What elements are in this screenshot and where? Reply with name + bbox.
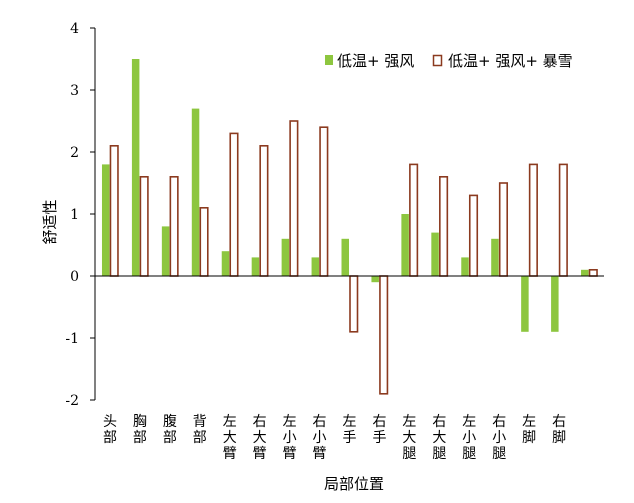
bar-series-1 <box>101 164 110 276</box>
y-tick-label: 2 <box>70 145 79 161</box>
y-tick-label: -1 <box>65 331 79 347</box>
bar-series-1 <box>371 276 379 283</box>
y-tick-labels: -2 -1 0 1 2 3 4 <box>65 21 79 409</box>
y-tick-label: 0 <box>70 269 79 285</box>
bar-series-2 <box>139 176 149 277</box>
bar-series-2 <box>439 176 449 277</box>
bar-series-2 <box>229 132 239 277</box>
y-tick-label: -2 <box>65 393 79 409</box>
bar-series-2 <box>379 275 389 395</box>
y-axis <box>90 27 96 401</box>
bar-series-2 <box>409 163 419 277</box>
bar-series-1 <box>401 214 409 276</box>
bar-series-1 <box>341 238 349 276</box>
bar-series-1 <box>521 276 529 332</box>
bar-series-1 <box>551 276 559 332</box>
bar-series-2 <box>289 120 299 277</box>
y-axis-title: 舒适性 <box>41 199 59 244</box>
x-tick-label: 右手 <box>372 414 386 446</box>
bars <box>101 59 598 395</box>
legend-swatch-series-2 <box>432 54 443 67</box>
y-tick-label: 3 <box>70 83 79 99</box>
legend-label-series-1: 低温+ 强风 <box>337 52 414 70</box>
x-tick-label: 胸部 <box>133 414 147 446</box>
bar-series-1 <box>191 108 200 276</box>
bar-series-1 <box>491 238 499 276</box>
x-tick-label: 头部 <box>103 414 117 446</box>
y-tick-label: 4 <box>70 21 79 37</box>
bar-series-2 <box>199 207 209 277</box>
bar-series-2 <box>259 145 269 277</box>
bar-series-1 <box>221 251 230 276</box>
x-tick-label: 左小臂 <box>283 414 297 462</box>
x-tick-label: 右小臂 <box>313 414 327 462</box>
x-tick-label: 左大腿 <box>402 414 416 462</box>
legend: 低温+ 强风 低温+ 强风+ 暴雪 <box>325 52 573 70</box>
bar-series-2 <box>468 194 479 277</box>
bar-series-2 <box>349 275 359 333</box>
bar-series-2 <box>498 182 509 277</box>
bar-series-1 <box>581 269 589 276</box>
bar-series-2 <box>169 176 179 277</box>
x-tick-label: 左小腿 <box>462 414 476 462</box>
legend-label-series-2: 低温+ 强风+ 暴雪 <box>448 52 573 70</box>
y-tick-label: 1 <box>70 207 79 223</box>
bar-series-1 <box>161 226 170 276</box>
bar-series-2 <box>558 163 568 277</box>
x-tick-label: 左手 <box>343 414 357 446</box>
bar-series-1 <box>461 257 469 276</box>
x-tick-label: 右小腿 <box>492 414 506 462</box>
bar-series-2 <box>109 145 119 277</box>
bar-series-1 <box>131 59 140 276</box>
bar-series-1 <box>251 257 260 276</box>
bar-series-2 <box>528 163 538 277</box>
x-tick-label: 左大臂 <box>223 414 237 462</box>
bar-series-2 <box>319 126 329 277</box>
bar-series-1 <box>431 232 439 276</box>
x-tick-label: 右大臂 <box>253 414 267 462</box>
x-tick-label: 腹部 <box>163 413 177 446</box>
x-tick-label: 左脚 <box>522 414 536 446</box>
legend-swatch-series-1 <box>325 55 333 65</box>
x-tick-label: 背部 <box>193 414 207 446</box>
bar-series-1 <box>311 257 320 276</box>
x-tick-label: 右大腿 <box>432 414 446 462</box>
bar-series-1 <box>281 238 290 276</box>
x-tick-label: 右脚 <box>552 414 566 446</box>
bar-series-2 <box>588 268 598 277</box>
x-axis-title: 局部位置 <box>324 475 384 493</box>
